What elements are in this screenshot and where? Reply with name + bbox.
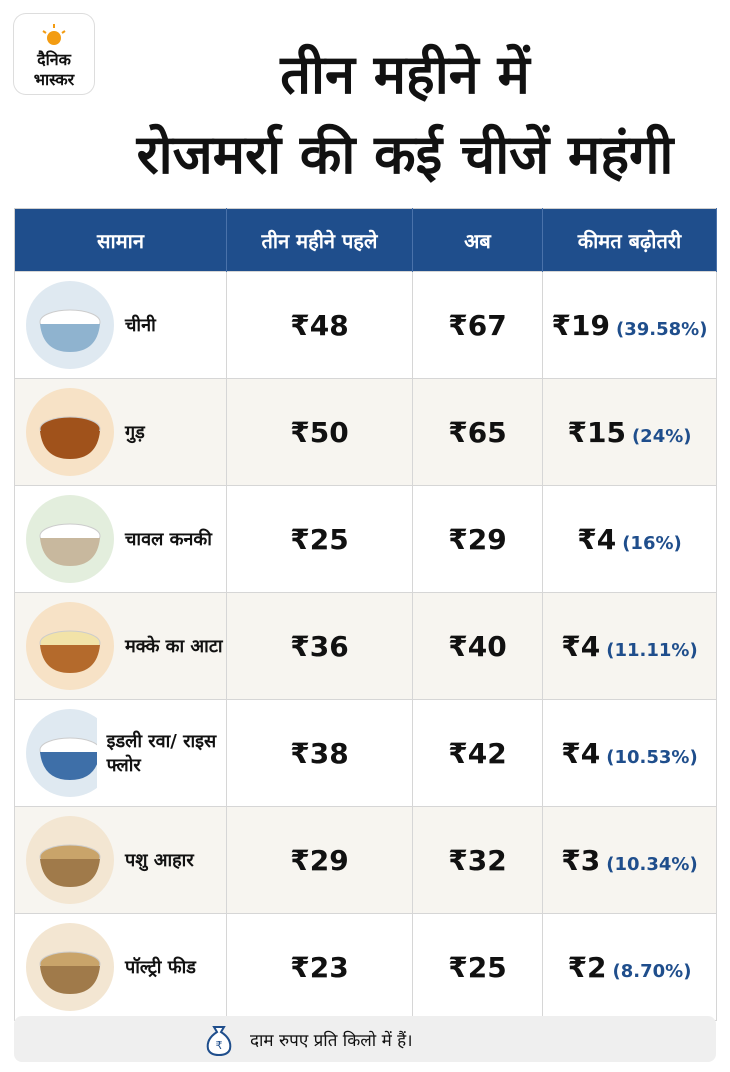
price-increase-cell: ₹2 (8.70%) bbox=[542, 913, 717, 1021]
logo-text: भास्कर bbox=[33, 70, 75, 89]
column-header: अब bbox=[412, 208, 543, 272]
item-wrap: पशु आहार bbox=[15, 815, 226, 905]
table-row: पॉल्ट्री फीड ₹23 ₹25 ₹2 (8.70%) bbox=[14, 913, 717, 1021]
item-icon bbox=[26, 281, 114, 369]
column-header: कीमत बढ़ोतरी bbox=[542, 208, 717, 272]
item-cell: मक्के का आटा bbox=[14, 592, 227, 700]
footer-note: दाम रुपए प्रति किलो में हैं। bbox=[250, 1030, 413, 1051]
price-before: ₹38 bbox=[226, 699, 413, 807]
price-now: ₹42 bbox=[412, 699, 543, 807]
item-name: मक्के का आटा bbox=[125, 636, 223, 657]
percent-increase: (11.11%) bbox=[606, 639, 698, 661]
item-icon bbox=[26, 602, 114, 690]
column-header: सामान bbox=[14, 208, 227, 272]
table-row: चीनी ₹48 ₹67 ₹19 (39.58%) bbox=[14, 271, 717, 379]
table-row: गुड़ ₹50 ₹65 ₹15 (24%) bbox=[14, 378, 717, 486]
item-cell: चावल कनकी bbox=[14, 485, 227, 593]
price-increase-cell: ₹4 (11.11%) bbox=[542, 592, 717, 700]
price-before: ₹29 bbox=[226, 806, 413, 914]
price-increase-cell: ₹19 (39.58%) bbox=[542, 271, 717, 379]
header-row: सामान तीन महीने पहले अब कीमत बढ़ोतरी bbox=[14, 208, 717, 272]
price-increase: ₹19 bbox=[551, 308, 610, 342]
item-wrap: इडली रवा/ राइस फ्लोर bbox=[15, 708, 226, 798]
percent-increase: (24%) bbox=[631, 425, 692, 447]
price-now: ₹67 bbox=[412, 271, 543, 379]
table-row: चावल कनकी ₹25 ₹29 ₹4 (16%) bbox=[14, 485, 717, 593]
item-cell: गुड़ bbox=[14, 378, 227, 486]
footer: ₹ दाम रुपए प्रति किलो में हैं। bbox=[14, 1016, 716, 1062]
price-before: ₹50 bbox=[226, 378, 413, 486]
item-wrap: चावल कनकी bbox=[15, 494, 226, 584]
title: तीन महीने में bbox=[280, 43, 530, 106]
item-cell: पॉल्ट्री फीड bbox=[14, 913, 227, 1021]
item-wrap: पॉल्ट्री फीड bbox=[15, 922, 226, 1012]
table-body: चीनी ₹48 ₹67 ₹19 (39.58%) गुड़ ₹50 ₹65 ₹15 (24%) च… bbox=[14, 271, 717, 1021]
item-name: पॉल्ट्री फीड bbox=[125, 957, 196, 978]
item-cell: इडली रवा/ राइस फ्लोर bbox=[14, 699, 227, 807]
price-before: ₹25 bbox=[226, 485, 413, 593]
item-wrap: गुड़ bbox=[15, 387, 226, 477]
price-before: ₹36 bbox=[226, 592, 413, 700]
item-name: गुड़ bbox=[125, 422, 145, 443]
price-increase: ₹4 bbox=[561, 629, 601, 663]
percent-increase: (8.70%) bbox=[612, 960, 692, 982]
logo-sun bbox=[42, 24, 66, 45]
price-now: ₹25 bbox=[412, 913, 543, 1021]
item-icon bbox=[26, 816, 114, 904]
item-wrap: चीनी bbox=[15, 280, 226, 370]
title: रोजमर्रा की कई चीजें महंगी bbox=[136, 123, 674, 186]
price-now: ₹29 bbox=[412, 485, 543, 593]
percent-increase: (39.58%) bbox=[616, 318, 708, 340]
percent-increase: (16%) bbox=[622, 532, 682, 554]
price-increase: ₹2 bbox=[567, 950, 607, 984]
price-increase-cell: ₹15 (24%) bbox=[542, 378, 717, 486]
price-now: ₹40 bbox=[412, 592, 543, 700]
price-before: ₹48 bbox=[226, 271, 413, 379]
table-row: मक्के का आटा ₹36 ₹40 ₹4 (11.11%) bbox=[14, 592, 717, 700]
price-now: ₹32 bbox=[412, 806, 543, 914]
item-cell: पशु आहार bbox=[14, 806, 227, 914]
table-row: इडली रवा/ राइस फ्लोर ₹38 ₹42 ₹4 (10.53%) bbox=[14, 699, 717, 807]
item-name: चीनी bbox=[125, 315, 156, 336]
item-name: पशु आहार bbox=[125, 850, 194, 871]
price-increase-cell: ₹4 (10.53%) bbox=[542, 699, 717, 807]
price-increase-cell: ₹4 (16%) bbox=[542, 485, 717, 593]
item-cell: चीनी bbox=[14, 271, 227, 379]
item-icon bbox=[26, 495, 114, 583]
price-increase-cell: ₹3 (10.34%) bbox=[542, 806, 717, 914]
svg-text:₹: ₹ bbox=[216, 1039, 223, 1052]
price-increase: ₹4 bbox=[577, 522, 617, 556]
price-table: सामान तीन महीने पहले अब कीमत बढ़ोतरी चीनी ₹4… bbox=[14, 208, 717, 1021]
percent-increase: (10.34%) bbox=[606, 853, 698, 875]
price-before: ₹23 bbox=[226, 913, 413, 1021]
percent-increase: (10.53%) bbox=[606, 746, 698, 768]
item-name: इडली रवा/ राइस फ्लोर bbox=[106, 731, 217, 776]
table-row: पशु आहार ₹29 ₹32 ₹3 (10.34%) bbox=[14, 806, 717, 914]
item-icon bbox=[26, 923, 114, 1011]
price-now: ₹65 bbox=[412, 378, 543, 486]
item-icon bbox=[26, 388, 114, 476]
item-name: चावल कनकी bbox=[125, 529, 212, 550]
item-icon bbox=[26, 709, 97, 797]
price-increase: ₹3 bbox=[561, 843, 601, 877]
price-increase: ₹4 bbox=[561, 736, 601, 770]
money-bag-icon: ₹ bbox=[206, 1026, 232, 1057]
column-header: तीन महीने पहले bbox=[226, 208, 413, 272]
logo-text: दैनिक bbox=[37, 50, 71, 69]
price-increase: ₹15 bbox=[567, 415, 626, 449]
item-wrap: मक्के का आटा bbox=[15, 601, 226, 691]
logo: दैनिक भास्कर bbox=[14, 14, 94, 94]
